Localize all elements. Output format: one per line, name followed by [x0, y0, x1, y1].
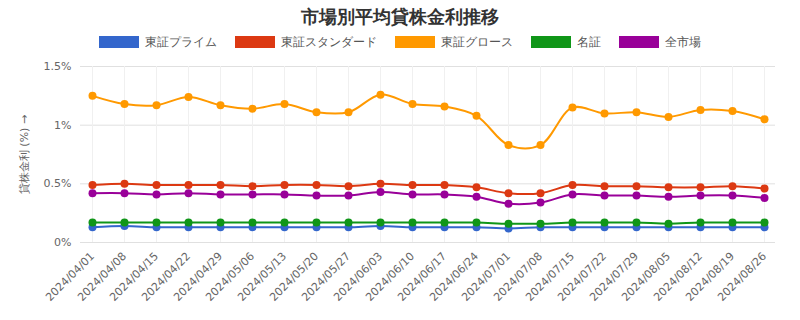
svg-text:2024/07/01: 2024/07/01	[459, 249, 514, 304]
svg-text:2024/08/05: 2024/08/05	[619, 249, 674, 304]
svg-text:2024/05/06: 2024/05/06	[203, 249, 258, 304]
svg-text:2024/04/22: 2024/04/22	[139, 249, 194, 304]
html-text:東証プライム: 東証プライム	[145, 34, 217, 49]
svg-text:2024/08/26: 2024/08/26	[715, 250, 769, 304]
svg-text:2024/04/01: 2024/04/01	[43, 249, 98, 304]
svg-text:0%: 0%	[54, 236, 71, 249]
svg-text:2024/07/08: 2024/07/08	[491, 249, 546, 304]
svg-text:2024/08/12: 2024/08/12	[651, 249, 706, 304]
svg-text:2024/05/20: 2024/05/20	[267, 249, 322, 304]
svg-text:2024/06/24: 2024/06/24	[427, 249, 482, 304]
html-text:名証: 名証	[577, 34, 601, 49]
svg-text:2024/07/22: 2024/07/22	[555, 249, 610, 304]
svg-text:2024/07/15: 2024/07/15	[523, 249, 578, 304]
svg-text:2024/06/17: 2024/06/17	[395, 249, 450, 304]
svg-text:0.5%: 0.5%	[44, 177, 72, 190]
svg-text:1%: 1%	[54, 119, 71, 132]
svg-text:2024/08/19: 2024/08/19	[683, 249, 738, 304]
svg-text:2024/04/08: 2024/04/08	[75, 249, 130, 304]
svg-text:2024/06/03: 2024/06/03	[331, 249, 386, 304]
svg-text:貸株金利 (%) →: 貸株金利 (%) →	[18, 115, 31, 194]
svg-text:2024/07/29: 2024/07/29	[587, 249, 642, 304]
html-text:東証スタンダード: 東証スタンダード	[281, 34, 377, 49]
svg-text:1.5%: 1.5%	[44, 60, 72, 73]
svg-text:2024/04/29: 2024/04/29	[171, 249, 226, 304]
svg-text:2024/05/13: 2024/05/13	[235, 249, 290, 304]
html-text:全市場: 全市場	[665, 34, 701, 49]
svg-text:2024/06/10: 2024/06/10	[363, 249, 418, 304]
svg-text:2024/05/27: 2024/05/27	[299, 249, 354, 304]
html-text:市場別平均貸株金利推移: 市場別平均貸株金利推移	[301, 6, 499, 27]
svg-text:2024/04/15: 2024/04/15	[107, 249, 162, 304]
html-text:東証グロース: 東証グロース	[441, 34, 513, 49]
